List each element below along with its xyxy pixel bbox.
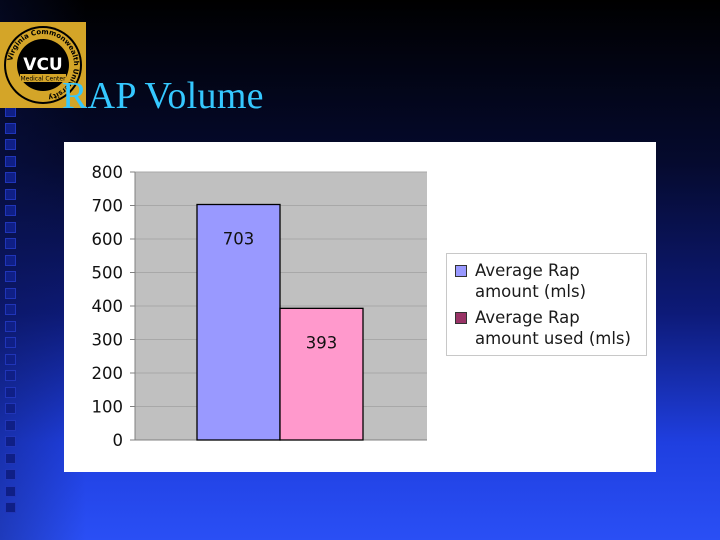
y-tick-label: 200: [92, 364, 124, 383]
square-bullet: [5, 221, 16, 233]
square-bullet: [5, 238, 16, 249]
vcu-logo: Virginia Commonwealth University VCU Med…: [0, 22, 86, 108]
square-bullet: [5, 485, 16, 497]
bar-chart: 0 100 200 300 400 500 600 700 800 703 393: [92, 163, 427, 450]
slide-title: RAP Volume: [62, 75, 264, 117]
logo-sub-text: Medical Center: [20, 76, 66, 83]
square-bullet: [5, 436, 16, 447]
square-bullet: [5, 353, 16, 365]
vcu-seal-icon: Virginia Commonwealth University VCU Med…: [4, 26, 82, 104]
square-bullet: [5, 205, 16, 216]
legend-item-1: Average Rap amount used (mls): [455, 307, 646, 349]
chart-legend: Average Rap amount (mls) Average Rap amo…: [446, 253, 647, 356]
legend-label-1: Average Rap amount used (mls): [475, 308, 631, 348]
square-bullet: [5, 502, 16, 513]
bar-1: [279, 307, 364, 441]
square-bullet: [5, 403, 16, 414]
y-tick-label: 500: [92, 264, 124, 283]
y-tick-label: 800: [92, 163, 124, 182]
square-bullet: [5, 155, 16, 167]
square-bullet: [5, 172, 16, 183]
y-tick-label: 700: [92, 197, 124, 216]
legend-swatch-1: [455, 312, 467, 324]
data-label-0: 703: [223, 229, 255, 248]
square-bullet: [5, 304, 16, 315]
square-bullet: [5, 370, 16, 381]
square-bullet: [5, 469, 16, 480]
y-tick-label: 0: [113, 431, 124, 450]
square-bullet: [5, 386, 16, 398]
square-bullet: [5, 452, 16, 464]
data-label-1: 393: [306, 333, 338, 352]
y-tick-label: 400: [92, 297, 124, 316]
square-bullet: [5, 271, 16, 282]
square-bullet: [5, 337, 16, 348]
legend-swatch-0: [455, 265, 467, 277]
square-bullet: [5, 188, 16, 200]
y-tick-label: 600: [92, 230, 124, 249]
left-square-bullets: [5, 106, 19, 519]
square-bullet: [5, 419, 16, 431]
legend-label-0: Average Rap amount (mls): [475, 261, 587, 301]
square-bullet: [5, 122, 16, 134]
square-bullet: [5, 254, 16, 266]
legend-item-0: Average Rap amount (mls): [455, 260, 646, 302]
bar-0: [196, 203, 281, 441]
square-bullet: [5, 320, 16, 332]
square-bullet: [5, 139, 16, 150]
y-tick-label: 100: [92, 398, 124, 417]
square-bullet: [5, 287, 16, 299]
logo-main-text: VCU: [23, 55, 62, 75]
y-tick-label: 300: [92, 331, 124, 350]
